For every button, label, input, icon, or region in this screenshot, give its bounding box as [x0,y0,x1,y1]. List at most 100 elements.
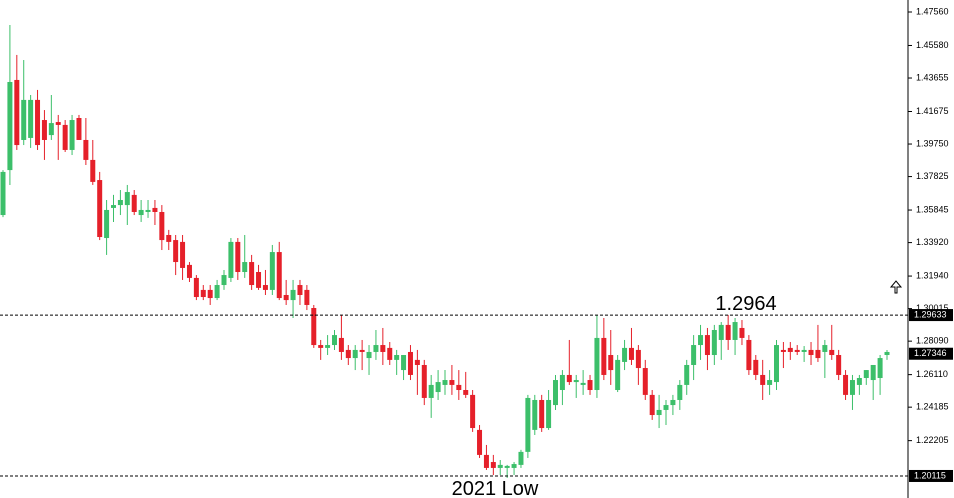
candle-body [200,289,206,298]
candle-body [14,79,20,146]
candle-body [41,120,47,140]
candle-body [21,99,27,140]
candle-body [808,349,814,356]
candle-body [442,380,448,385]
y-tick-label: 1.33920 [916,237,949,247]
y-tick-label: 1.45580 [916,40,949,50]
y-tick-label: 1.26110 [916,369,948,379]
candle-body [124,192,130,206]
candle-body [704,335,710,356]
candle-body [711,329,717,356]
candle-body [338,337,344,352]
candle-body [767,380,773,385]
candle-body [587,380,593,391]
candle-body [794,349,800,352]
candle-body [7,81,13,171]
candle-body [380,345,386,352]
candle-body [863,370,869,379]
candle-body [684,364,690,385]
y-tick-label: 1.28090 [916,336,949,346]
candle-body [193,277,199,298]
candle-body [780,349,786,352]
candle-body [173,240,179,263]
candle-body [663,405,669,410]
candle-body [138,209,144,216]
y-tick-label: 1.31940 [916,270,949,280]
candle-body [55,122,61,125]
scroll-up-icon[interactable] [889,280,903,294]
candle-body [801,349,807,352]
y-tick-label: 1.43655 [916,72,949,82]
candle-body [414,359,420,365]
candle-body [235,241,241,273]
price-box-label: 1.20115 [914,470,946,480]
candle-body [739,327,745,338]
price-box [909,347,953,360]
candle-body [553,380,558,406]
candle-body [642,368,648,395]
candle-body [518,451,524,465]
candle-body [822,345,828,352]
candle-body [345,349,351,359]
candle-body [670,399,676,406]
candle-body [566,374,572,383]
candle-body [449,380,455,385]
candle-body [35,99,41,146]
y-tick-label: 1.39750 [916,138,949,148]
candle-body [276,252,282,299]
candle-body [221,275,227,286]
candle-body [856,378,862,385]
candle-body [152,207,158,212]
candle-body [718,324,724,340]
candle-body [787,347,793,352]
y-tick-label: 1.35845 [916,204,949,214]
candle-body [649,394,655,416]
candle-body [628,347,634,360]
price-box [909,309,953,322]
candle-body [559,374,565,391]
candle-body [815,349,821,359]
y-tick-label: 1.24185 [916,402,949,412]
y-tick-label: 1.22205 [916,435,949,445]
candle-body [477,429,483,455]
candle-body [90,159,96,182]
candle-body [401,355,407,371]
candle-body [180,241,186,268]
candle-body [615,359,621,391]
candle-body [62,124,68,150]
candle-body [525,397,531,452]
candle-body [483,454,489,468]
candle-body [435,382,441,393]
candle-body [829,349,835,356]
candle-body [691,345,697,365]
candle-body [608,355,614,371]
candle-body [145,209,151,212]
y-tick-label: 1.37825 [916,171,949,181]
candle-body [228,241,234,278]
candle-body [69,120,75,150]
candle-body [497,464,503,468]
candle-body [870,364,876,381]
candle-body [456,384,462,391]
candle-body [159,211,165,241]
candle-body [166,234,172,242]
price-box [909,469,953,482]
candle-body [511,464,517,468]
price-box-label: 1.27346 [914,348,947,358]
candle-body [580,382,586,385]
candle-body [539,399,545,429]
candle-body [104,209,110,239]
price-box-label: 1.29633 [914,309,947,319]
candle-body [262,285,268,290]
candle-body [242,262,248,273]
candle-body [111,205,116,208]
y-tick-label: 1.47560 [916,6,949,16]
candle-body [269,252,275,290]
candle-body [421,364,427,398]
candle-body [249,262,255,286]
candle-body [366,351,372,359]
candle-body [884,351,890,356]
y-tick-label: 1.41675 [916,106,949,116]
